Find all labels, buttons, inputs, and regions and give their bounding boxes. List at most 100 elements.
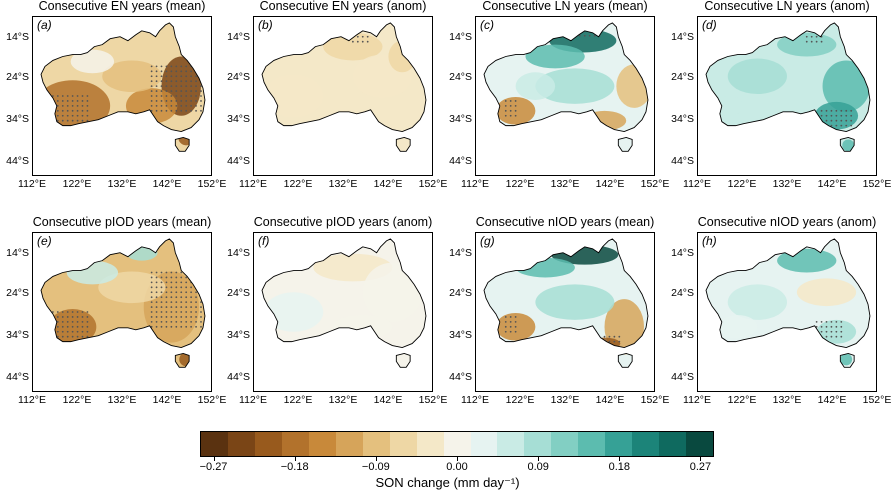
longitude-tick-label: 142°E: [817, 178, 847, 190]
colorbar-swatch: [686, 432, 714, 456]
map-panel: (a): [32, 16, 212, 176]
panel-title: Consecutive EN years (mean): [38, 0, 206, 13]
australia-map: [705, 238, 871, 368]
map-panel: (e): [32, 232, 212, 392]
longitude-tick-label: 132°E: [328, 178, 358, 190]
panel-label: (b): [258, 18, 273, 32]
longitude-tick-label: 142°E: [595, 394, 625, 406]
longitude-tick-label: 142°E: [373, 394, 403, 406]
latitude-tick-label: 44°S: [6, 155, 29, 167]
colorbar-swatch: [632, 432, 660, 456]
colorbar-swatch: [362, 432, 390, 456]
latitude-tick-label: 34°S: [227, 329, 250, 341]
latitude-tick-label: 44°S: [6, 371, 29, 383]
latitude-tick-label: 24°S: [227, 71, 250, 83]
map-panel: (g): [475, 232, 655, 392]
longitude-tick-label: 112°E: [683, 178, 711, 190]
panel-label: (g): [480, 234, 495, 248]
colorbar-tick-mark: [457, 457, 458, 461]
panel-label: (d): [702, 18, 717, 32]
latitude-tick-label: 34°S: [227, 113, 250, 125]
latitude-tick-label: 14°S: [227, 31, 250, 43]
colorbar-swatch: [201, 432, 228, 456]
latitude-tick-label: 34°S: [449, 113, 472, 125]
colorbar-tick-mark: [700, 457, 702, 461]
colorbar-tick-label: 0.18: [608, 461, 631, 473]
colorbar: [200, 431, 714, 457]
longitude-tick-label: 152°E: [197, 394, 227, 406]
panel-label: (c): [480, 18, 494, 32]
map-panel: (d): [697, 16, 877, 176]
australia-map: [261, 238, 427, 368]
australia-map: [483, 238, 649, 368]
colorbar-swatch: [308, 432, 336, 456]
longitude-tick-label: 152°E: [640, 178, 670, 190]
latitude-tick-label: 24°S: [449, 71, 472, 83]
colorbar-tick-mark: [294, 457, 296, 461]
panel-title: Consecutive pIOD years (mean): [32, 215, 212, 229]
latitude-tick-label: 24°S: [671, 287, 694, 299]
latitude-tick-label: 14°S: [227, 247, 250, 259]
colorbar-tick-label: −0.09: [361, 461, 390, 473]
longitude-tick-label: 152°E: [862, 178, 892, 190]
australia-map: [261, 22, 427, 152]
longitude-tick-label: 142°E: [152, 178, 182, 190]
longitude-tick-label: 112°E: [461, 178, 489, 190]
latitude-tick-label: 44°S: [671, 155, 694, 167]
colorbar-swatch: [605, 432, 633, 456]
longitude-tick-label: 112°E: [239, 178, 267, 190]
colorbar-swatch: [470, 432, 498, 456]
latitude-tick-label: 44°S: [227, 155, 250, 167]
latitude-tick-label: 44°S: [671, 371, 694, 383]
longitude-tick-label: 152°E: [640, 394, 670, 406]
longitude-tick-label: 112°E: [683, 394, 711, 406]
longitude-tick-label: 122°E: [727, 178, 757, 190]
longitude-tick-label: 132°E: [772, 394, 802, 406]
longitude-tick-label: 122°E: [62, 394, 92, 406]
australia-map: [705, 22, 871, 152]
latitude-tick-label: 24°S: [449, 287, 472, 299]
latitude-tick-label: 24°S: [6, 287, 29, 299]
panel-label: (a): [37, 18, 52, 32]
colorbar-swatch: [443, 432, 471, 456]
latitude-tick-label: 44°S: [449, 371, 472, 383]
longitude-tick-label: 142°E: [817, 394, 847, 406]
colorbar-swatch: [281, 432, 309, 456]
latitude-tick-label: 34°S: [671, 329, 694, 341]
longitude-tick-label: 122°E: [505, 394, 535, 406]
longitude-tick-label: 122°E: [283, 394, 313, 406]
colorbar-tick-label: 0.00: [446, 461, 468, 473]
longitude-tick-label: 132°E: [772, 178, 802, 190]
latitude-tick-label: 34°S: [6, 329, 29, 341]
map-panel: (b): [253, 16, 433, 176]
latitude-tick-label: 34°S: [6, 113, 29, 125]
panel-title: Consecutive LN years (anom): [704, 0, 870, 13]
colorbar-swatch: [659, 432, 687, 456]
longitude-tick-label: 142°E: [373, 178, 403, 190]
panel-label: (f): [258, 234, 270, 248]
longitude-tick-label: 132°E: [328, 394, 358, 406]
latitude-tick-label: 14°S: [449, 247, 472, 259]
colorbar-swatch: [497, 432, 525, 456]
longitude-tick-label: 132°E: [550, 394, 580, 406]
colorbar-tick-mark: [375, 457, 377, 461]
longitude-tick-label: 112°E: [461, 394, 489, 406]
colorbar-swatch: [254, 432, 282, 456]
colorbar-swatch: [227, 432, 255, 456]
longitude-tick-label: 152°E: [197, 178, 227, 190]
latitude-tick-label: 24°S: [671, 71, 694, 83]
latitude-tick-label: 34°S: [449, 329, 472, 341]
map-panel: (f): [253, 232, 433, 392]
longitude-tick-label: 142°E: [595, 178, 625, 190]
colorbar-tick-label: 0.27: [689, 461, 712, 473]
colorbar-swatch: [551, 432, 579, 456]
colorbar-swatch: [578, 432, 606, 456]
longitude-tick-label: 152°E: [418, 394, 448, 406]
colorbar-swatch: [524, 432, 552, 456]
panel-title: Consecutive pIOD years (anom): [253, 215, 433, 229]
latitude-tick-label: 24°S: [227, 287, 250, 299]
colorbar-swatch: [416, 432, 444, 456]
colorbar-title: SON change (mm day⁻¹): [375, 475, 520, 490]
colorbar-swatch: [335, 432, 363, 456]
longitude-tick-label: 112°E: [239, 394, 267, 406]
